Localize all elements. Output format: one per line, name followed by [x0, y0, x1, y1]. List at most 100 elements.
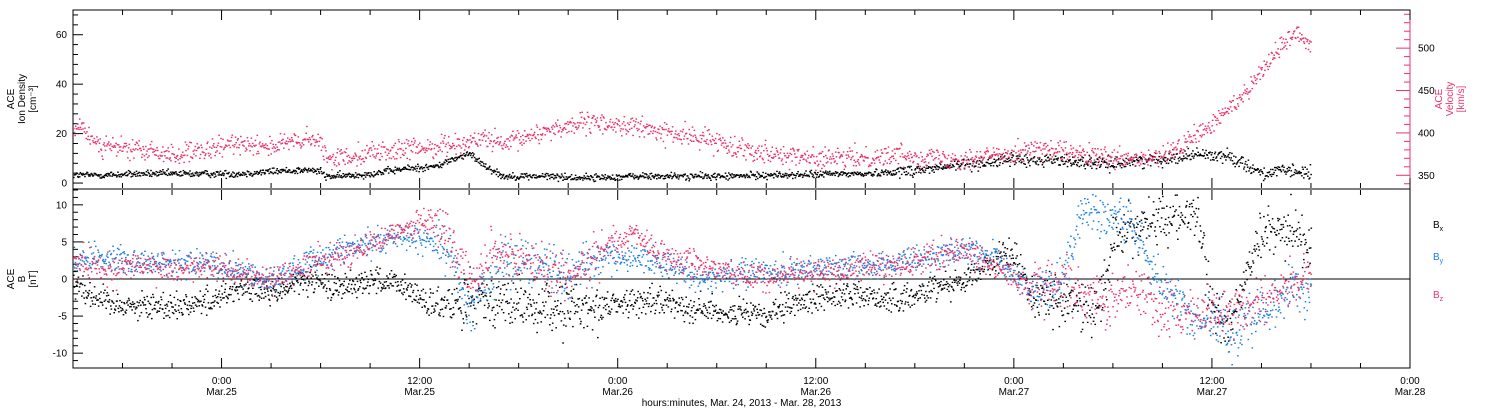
data-point — [193, 153, 195, 154]
data-point — [1264, 178, 1266, 179]
data-point — [1155, 150, 1157, 151]
data-point — [467, 151, 469, 152]
data-point — [605, 174, 607, 175]
data-point — [221, 146, 223, 147]
data-point — [438, 166, 440, 167]
data-point — [535, 138, 537, 139]
data-point — [906, 156, 908, 157]
data-point — [633, 306, 635, 307]
data-point — [618, 175, 620, 176]
data-point — [572, 125, 574, 126]
data-point — [559, 311, 561, 312]
data-point — [509, 136, 511, 137]
data-point — [135, 308, 137, 309]
data-point — [1004, 155, 1006, 156]
data-point — [222, 139, 224, 140]
data-point — [162, 309, 164, 310]
data-point — [194, 175, 196, 176]
data-point — [120, 307, 122, 308]
data-point — [785, 162, 787, 163]
data-point — [178, 305, 180, 306]
data-point — [354, 153, 356, 154]
data-point — [539, 310, 541, 311]
data-point — [82, 275, 84, 276]
data-point — [673, 141, 675, 142]
data-point — [502, 285, 504, 286]
data-point — [175, 158, 177, 159]
data-point — [509, 302, 511, 303]
data-point — [218, 135, 220, 136]
data-point — [412, 292, 414, 293]
data-point — [874, 163, 876, 164]
data-point — [414, 169, 416, 170]
data-point — [297, 173, 299, 174]
data-point — [1096, 154, 1098, 155]
data-point — [606, 304, 608, 305]
data-point — [98, 151, 100, 152]
data-point — [498, 144, 500, 145]
data-point — [495, 314, 497, 315]
data-point — [652, 133, 654, 134]
data-point — [995, 161, 997, 162]
data-point — [747, 143, 749, 144]
data-point — [910, 174, 912, 175]
data-point — [348, 283, 350, 284]
data-point — [156, 171, 158, 172]
data-point — [645, 127, 647, 128]
data-point — [659, 286, 661, 287]
data-point — [416, 168, 418, 169]
data-point — [431, 148, 433, 149]
data-point — [400, 157, 402, 158]
data-point — [705, 173, 707, 174]
data-point — [453, 159, 455, 160]
data-point — [246, 291, 248, 292]
data-point — [1040, 142, 1042, 143]
data-point — [979, 160, 981, 161]
data-point — [483, 163, 485, 164]
data-point — [503, 174, 505, 175]
data-point — [836, 156, 838, 157]
data-point — [261, 293, 263, 294]
data-point — [1042, 153, 1044, 154]
data-point — [434, 148, 436, 149]
data-point — [776, 148, 778, 149]
data-point — [656, 139, 658, 140]
data-point — [394, 173, 396, 174]
data-point — [541, 135, 543, 136]
data-point — [739, 141, 741, 142]
data-point — [531, 315, 533, 316]
data-point — [548, 296, 550, 297]
data-point — [113, 312, 115, 313]
data-point — [551, 127, 553, 128]
data-point — [1104, 160, 1106, 161]
data-point — [478, 158, 480, 159]
data-point — [924, 159, 926, 160]
data-point — [361, 273, 363, 274]
data-point — [503, 312, 505, 313]
data-point — [90, 143, 92, 144]
data-point — [987, 159, 989, 160]
data-point — [82, 128, 84, 129]
data-point — [344, 175, 346, 176]
data-point — [966, 156, 968, 157]
data-point — [164, 305, 166, 306]
data-point — [218, 172, 220, 173]
data-point — [892, 156, 894, 157]
data-point — [145, 308, 147, 309]
data-point — [1198, 141, 1200, 142]
data-point — [931, 168, 933, 169]
data-point — [677, 174, 679, 175]
data-point — [1150, 155, 1152, 156]
data-point — [1116, 166, 1118, 167]
data-point — [1164, 154, 1166, 155]
data-point — [162, 146, 164, 147]
data-point — [602, 317, 604, 318]
data-point — [631, 304, 633, 305]
data-point — [683, 138, 685, 139]
data-point — [1233, 156, 1235, 157]
data-point — [183, 170, 185, 171]
data-point — [373, 171, 375, 172]
data-point — [140, 148, 142, 149]
data-point — [1036, 143, 1038, 144]
data-point — [473, 137, 475, 138]
